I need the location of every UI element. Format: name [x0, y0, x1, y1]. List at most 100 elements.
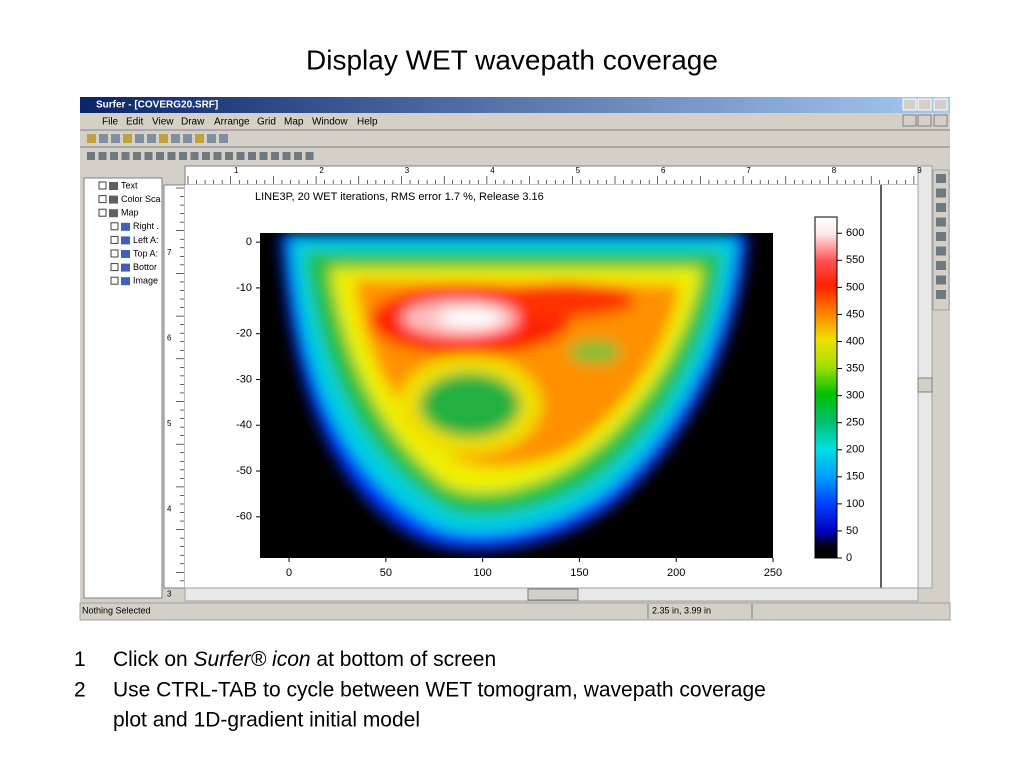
ruler-label: 6 — [661, 166, 666, 175]
menu-item[interactable]: Arrange — [214, 117, 250, 128]
toolbar-button[interactable] — [99, 134, 108, 143]
toolbar-button[interactable] — [190, 152, 199, 160]
toolbar-button[interactable] — [219, 134, 228, 143]
y-tick-label: -60 — [236, 511, 252, 523]
toolbar-button[interactable] — [282, 152, 291, 160]
tree-item[interactable]: Top A: — [133, 248, 158, 258]
window-buttons[interactable] — [902, 98, 948, 127]
toolbar-button[interactable] — [147, 134, 156, 143]
side-tool[interactable] — [936, 275, 946, 285]
toolbar-button[interactable] — [156, 152, 164, 160]
tree-item[interactable]: Bottor — [133, 262, 157, 272]
toolbar-button[interactable] — [294, 152, 302, 160]
scroll-thumb[interactable] — [527, 588, 579, 601]
status-text: 2.35 in, 3.99 in — [652, 605, 711, 615]
title-bar — [80, 97, 950, 113]
tree-item[interactable]: Text — [121, 180, 138, 190]
tree-checkbox[interactable] — [110, 235, 119, 244]
side-tool[interactable] — [936, 203, 946, 212]
toolbar-button[interactable] — [135, 134, 144, 143]
toolbar-button[interactable] — [236, 152, 245, 160]
menu-item[interactable]: File — [102, 117, 119, 128]
tree-checkbox[interactable] — [98, 181, 107, 190]
side-tool[interactable] — [936, 174, 946, 183]
menu-item[interactable]: Map — [284, 117, 304, 128]
side-tool[interactable] — [936, 188, 946, 198]
toolbar-button[interactable] — [98, 152, 107, 160]
toolbar-button[interactable] — [213, 152, 222, 160]
tree-item[interactable]: Right . — [133, 221, 159, 231]
toolbar-button[interactable] — [207, 134, 216, 143]
y-tick-label: -50 — [236, 465, 252, 477]
x-tick-label: 150 — [570, 567, 588, 579]
vertical-scrollbar[interactable] — [917, 165, 933, 589]
tree-checkbox[interactable] — [110, 263, 119, 272]
scroll-thumb[interactable] — [917, 377, 933, 393]
toolbar-button[interactable] — [159, 134, 168, 143]
toolbar-button[interactable] — [195, 134, 204, 143]
side-tool[interactable] — [936, 232, 946, 241]
tree-item[interactable]: Map — [121, 208, 139, 218]
toolbars — [80, 129, 950, 148]
x-tick-label: 200 — [667, 567, 685, 579]
colorbar-label: 100 — [846, 498, 864, 510]
toolbar-button[interactable] — [111, 134, 120, 143]
toolbar-button[interactable] — [171, 134, 180, 143]
left-ruler — [163, 184, 186, 589]
slide-title: Display WET wavepath coverage — [306, 44, 718, 75]
ruler-label: 4 — [167, 504, 172, 513]
toolbar-button[interactable] — [110, 152, 118, 160]
tree-item[interactable]: Image — [133, 276, 158, 286]
coverage-image — [280, 233, 748, 551]
toolbar-button[interactable] — [271, 152, 279, 160]
toolbar-button[interactable] — [202, 152, 210, 160]
side-tool[interactable] — [936, 246, 946, 256]
y-tick-label: -30 — [236, 373, 252, 385]
ruler-label: 2 — [319, 166, 324, 175]
ruler-label: 9 — [917, 166, 922, 175]
side-tool[interactable] — [936, 217, 946, 227]
menu-item[interactable]: View — [152, 117, 174, 128]
y-tick-label: 0 — [246, 236, 252, 248]
toolbar-button[interactable] — [123, 134, 132, 143]
tree-icon — [121, 250, 130, 258]
plot-title: LINE3P, 20 WET iterations, RMS error 1.7… — [255, 191, 544, 203]
toolbar-button[interactable] — [179, 152, 187, 160]
menu-item[interactable]: Edit — [126, 117, 143, 128]
ruler-label: 3 — [167, 590, 172, 599]
toolbar-button[interactable] — [225, 152, 233, 160]
toolbar-button[interactable] — [183, 134, 192, 143]
note-text: Use CTRL-TAB to cycle between WET tomogr… — [113, 679, 766, 702]
toolbar-button[interactable] — [133, 152, 141, 160]
toolbar-button[interactable] — [87, 152, 95, 160]
menu-item[interactable]: Grid — [257, 117, 276, 128]
toolbar-button[interactable] — [167, 152, 176, 160]
tree-item[interactable]: Left A: — [133, 235, 159, 245]
toolbar-button[interactable] — [259, 152, 268, 160]
tree-checkbox[interactable] — [98, 195, 107, 204]
menu-item[interactable]: Help — [357, 117, 378, 128]
tree-checkbox[interactable] — [98, 208, 107, 217]
x-tick-label: 250 — [764, 567, 782, 579]
tree-checkbox[interactable] — [110, 276, 119, 285]
tree-checkbox[interactable] — [110, 222, 119, 231]
toolbar-button[interactable] — [144, 152, 153, 160]
colorbar-label: 0 — [846, 552, 852, 564]
ruler-label: 8 — [832, 166, 837, 175]
y-tick-label: -10 — [236, 282, 252, 294]
ruler-label: 1 — [234, 166, 239, 175]
side-tool[interactable] — [936, 261, 946, 270]
side-tool[interactable] — [936, 290, 946, 299]
toolbar-button[interactable] — [248, 152, 256, 160]
ruler-label: 7 — [167, 248, 172, 257]
tree-icon — [121, 236, 130, 245]
tree-checkbox[interactable] — [110, 249, 119, 258]
toolbar-button[interactable] — [305, 152, 314, 160]
toolbar-button[interactable] — [87, 134, 96, 143]
note-emphasis: Surfer® icon — [194, 648, 311, 671]
tree-item[interactable]: Color Sca — [121, 194, 161, 204]
toolbar-button[interactable] — [121, 152, 130, 160]
menu-item[interactable]: Draw — [181, 117, 205, 128]
menu-item[interactable]: Window — [312, 117, 348, 128]
